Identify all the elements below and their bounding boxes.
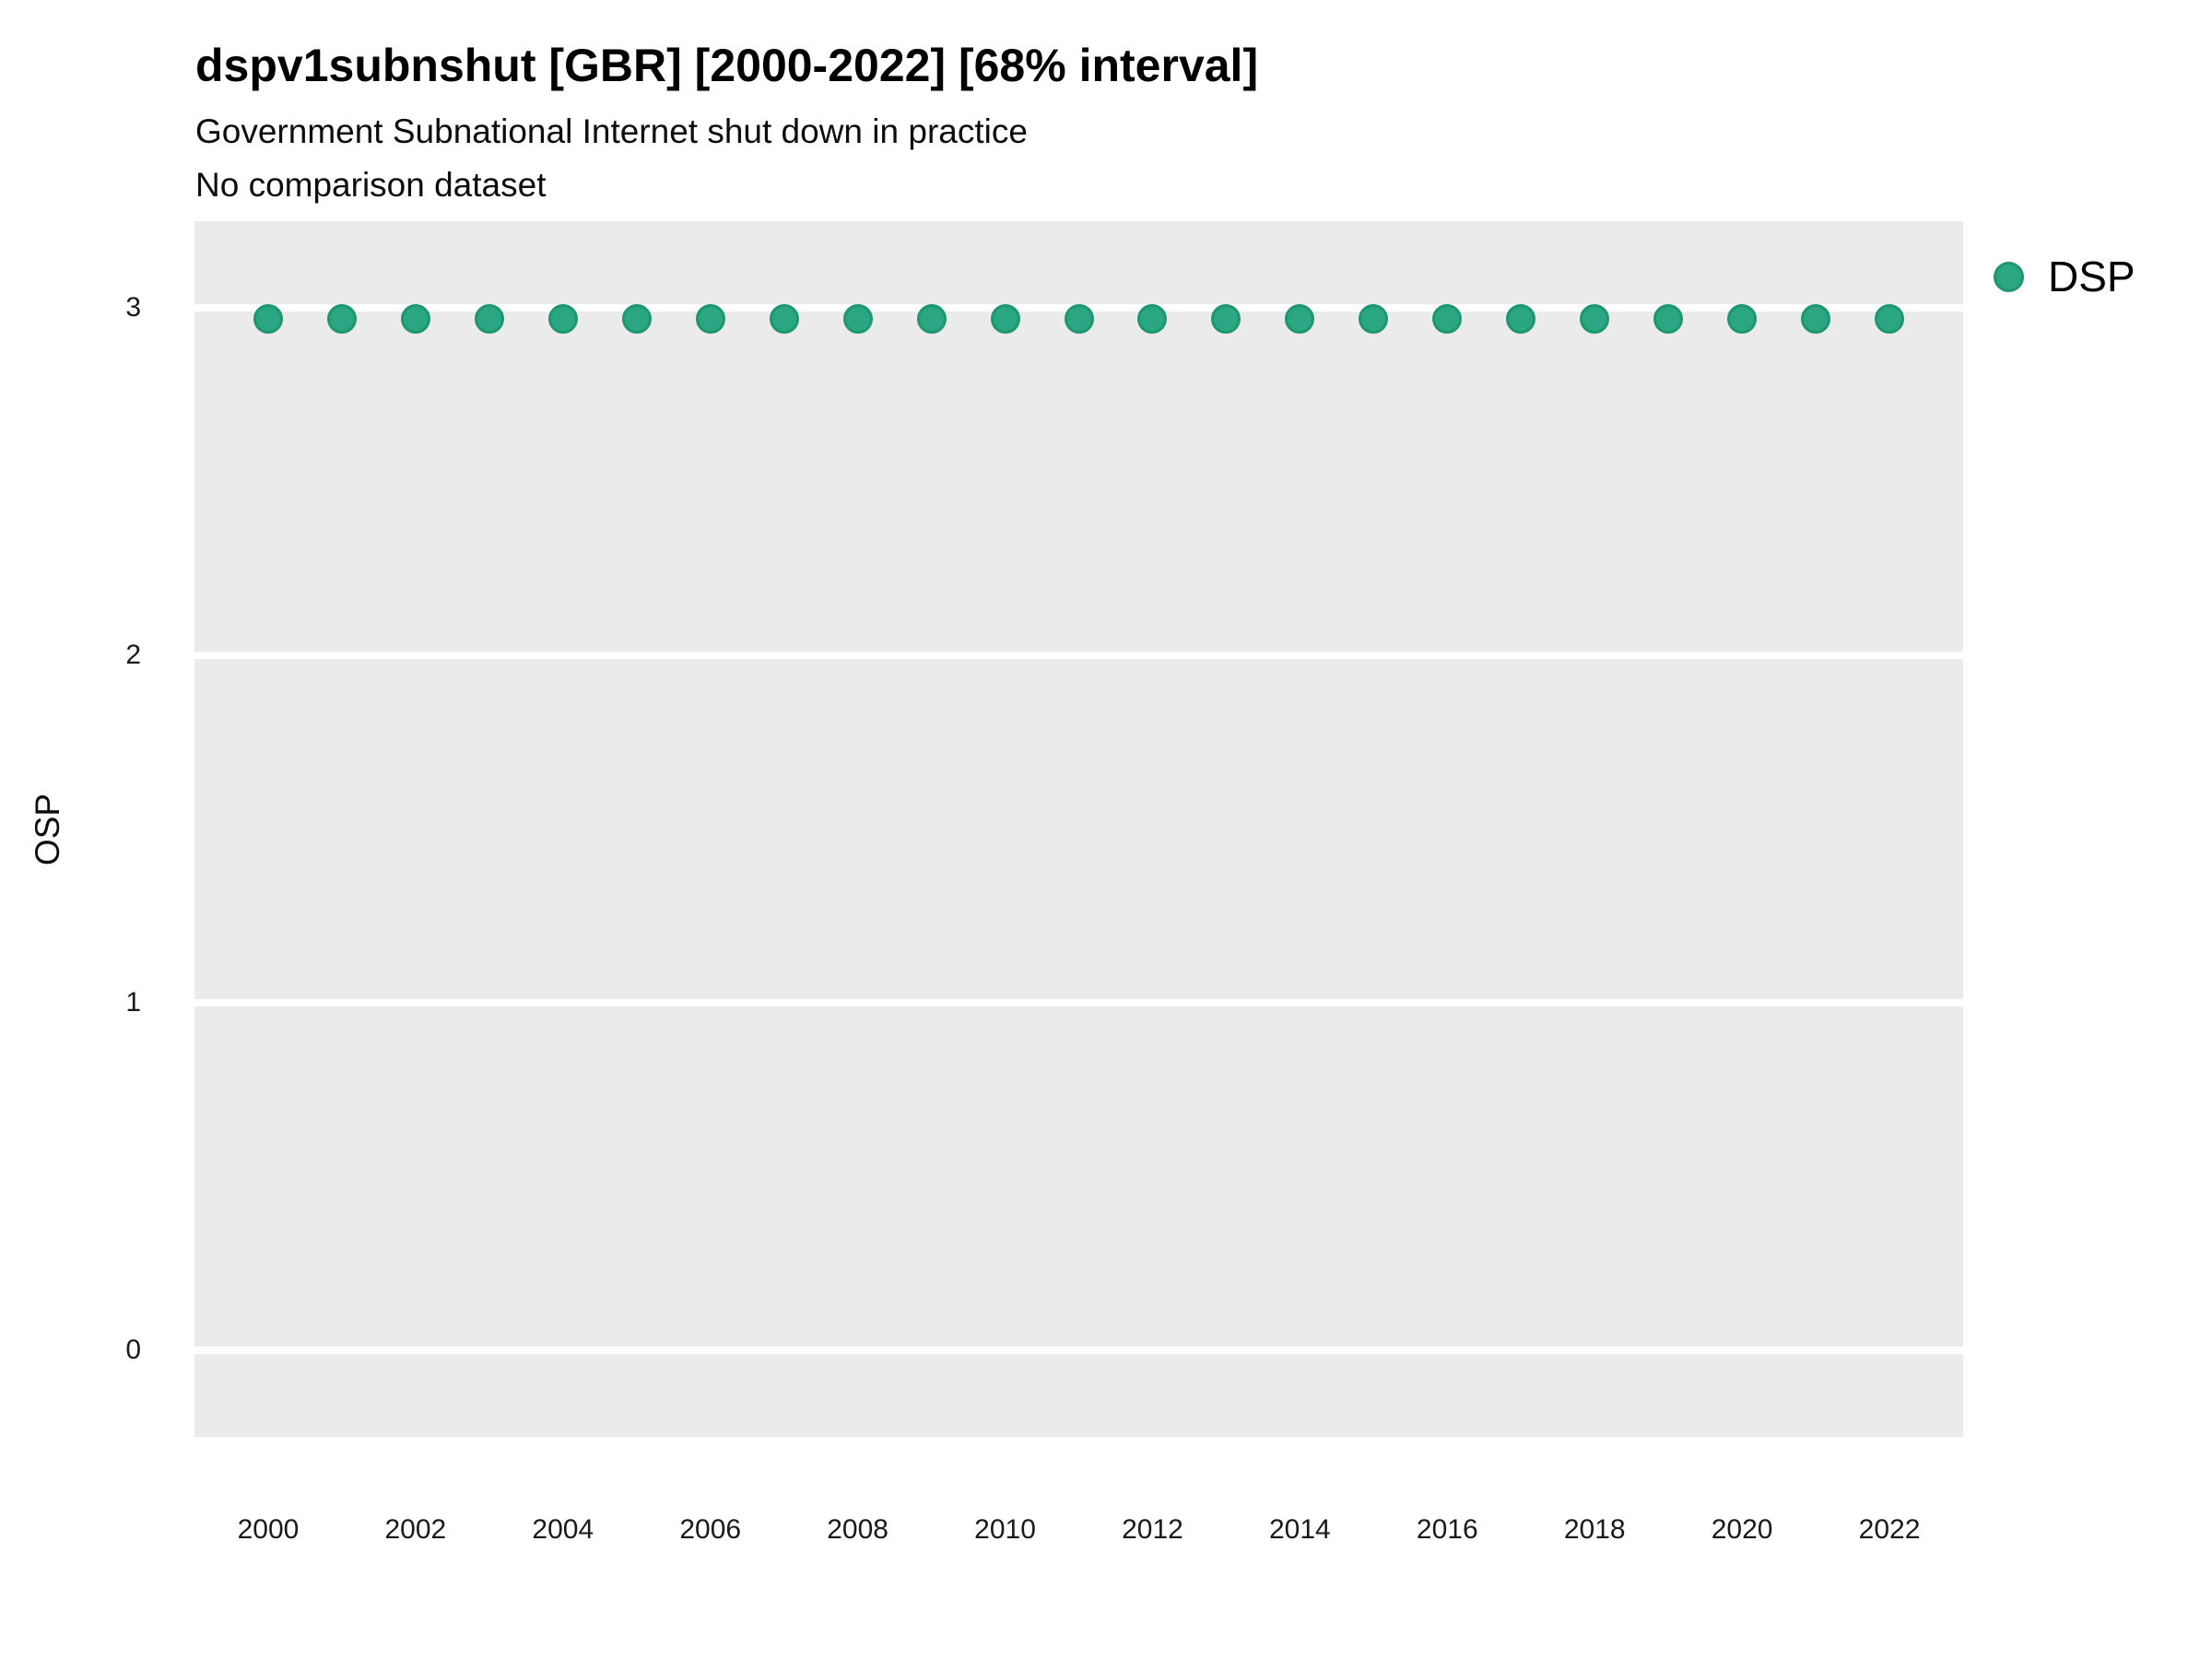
data-point-2019 [1653, 303, 1684, 334]
legend-label-dsp: DSP [2048, 253, 2136, 300]
data-point-2018 [1580, 303, 1610, 334]
gridline-y-2 [194, 652, 1963, 660]
y-axis-tick-label-3: 3 [125, 292, 141, 324]
y-axis-title: OSP [29, 793, 66, 866]
x-axis-tick-label-2004: 2004 [532, 1514, 594, 1545]
y-axis-tick-label-1: 1 [125, 986, 141, 1018]
data-point-2003 [474, 303, 504, 334]
chart-comparison-note: No comparison dataset [195, 166, 547, 204]
data-point-2012 [1137, 303, 1168, 334]
x-axis-tick-label-2020: 2020 [1711, 1514, 1773, 1545]
x-axis-tick-label-2010: 2010 [974, 1514, 1036, 1545]
data-point-2022 [1875, 303, 1905, 334]
data-point-2009 [916, 303, 947, 334]
data-point-2008 [842, 303, 873, 334]
data-point-2015 [1359, 303, 1389, 334]
data-point-2020 [1727, 303, 1758, 334]
x-axis-tick-label-2002: 2002 [384, 1514, 447, 1545]
data-point-2007 [769, 303, 799, 334]
legend: DSP [1994, 251, 2136, 302]
gridline-y-1 [194, 998, 1963, 1006]
x-axis-tick-label-2016: 2016 [1416, 1514, 1478, 1545]
data-point-2021 [1801, 303, 1831, 334]
y-axis-tick-label-2: 2 [125, 640, 141, 671]
plot-area [194, 221, 1963, 1437]
data-point-2013 [1211, 303, 1241, 334]
data-point-2000 [253, 303, 283, 334]
data-point-2016 [1432, 303, 1463, 334]
x-axis-tick-label-2012: 2012 [1122, 1514, 1183, 1545]
chart-title: dspv1subnshut [GBR] [2000-2022] [68% int… [195, 40, 1259, 91]
data-point-2006 [695, 303, 725, 334]
data-point-2010 [990, 303, 1020, 334]
data-point-2004 [547, 303, 578, 334]
data-point-2002 [400, 303, 430, 334]
x-axis-tick-label-2000: 2000 [237, 1514, 300, 1545]
x-axis-tick-label-2006: 2006 [679, 1514, 742, 1545]
data-point-2005 [621, 303, 652, 334]
x-axis-tick-label-2018: 2018 [1563, 1514, 1626, 1545]
x-axis-tick-label-2014: 2014 [1269, 1514, 1331, 1545]
data-point-2017 [1506, 303, 1536, 334]
gridline-y-0 [194, 1346, 1963, 1354]
chart-subtitle: Government Subnational Internet shut dow… [195, 112, 1028, 150]
data-point-2014 [1285, 303, 1315, 334]
x-axis-tick-label-2008: 2008 [827, 1514, 888, 1545]
data-point-2001 [326, 303, 357, 334]
y-axis-tick-label-0: 0 [125, 1334, 141, 1365]
legend-point-marker-icon [1994, 261, 2024, 292]
x-axis-tick-label-2022: 2022 [1858, 1514, 1921, 1545]
data-point-2011 [1064, 303, 1094, 334]
